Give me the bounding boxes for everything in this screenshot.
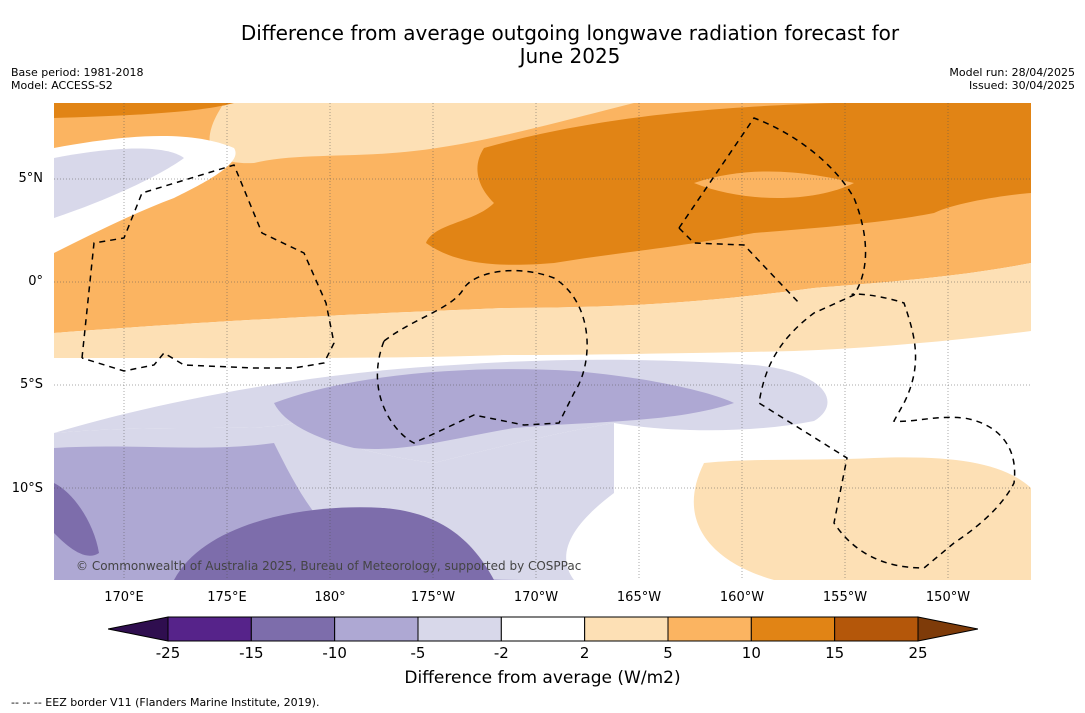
colorbar-tick-label: -5 — [410, 644, 426, 662]
band-neg5-neg10-south — [54, 443, 524, 580]
base-info: Base period: 1981-2018 Model: ACCESS-S2 — [11, 66, 143, 92]
run-info: Model run: 28/04/2025 Issued: 30/04/2025 — [949, 66, 1075, 92]
issued-date: Issued: 30/04/2025 — [968, 79, 1075, 92]
map-area[interactable] — [54, 103, 1031, 580]
band-2-5 — [54, 263, 1031, 359]
lat-label-0: 0° — [28, 274, 43, 289]
lat-label-5n: 5°N — [18, 171, 44, 186]
colorbar-min-arrow — [108, 616, 169, 642]
colorbar-segment — [417, 616, 502, 642]
band-10-15-west — [54, 103, 234, 118]
footnote: -- -- -- EEZ border V11 (Flanders Marine… — [11, 696, 320, 709]
band-neg10-neg15-west — [54, 483, 99, 556]
lon-label-180: 180° — [314, 590, 346, 605]
colorbar-segment — [250, 616, 336, 642]
model-run: Model run: 28/04/2025 — [949, 66, 1075, 79]
title-line-2: June 2025 — [519, 44, 621, 68]
colorbar-tick-label: -10 — [322, 644, 347, 662]
lon-label-175e: 175°E — [207, 590, 247, 605]
band-5-10-inner — [694, 171, 854, 198]
lon-label-175w: 175°W — [410, 590, 456, 605]
colorbar-segment — [167, 616, 252, 642]
colorbar-tick-label: 10 — [741, 644, 761, 662]
copyright-notice: © Commonwealth of Australia 2025, Bureau… — [76, 559, 582, 573]
colorbar-tick-label: 2 — [579, 644, 590, 662]
lat-label-5s: 5°S — [19, 377, 43, 392]
colorbar-segment — [334, 616, 419, 642]
anomaly-map — [54, 103, 1031, 580]
lon-label-155w: 155°W — [822, 590, 868, 605]
lon-label-160w: 160°W — [719, 590, 765, 605]
colorbar-title: Difference from average (W/m2) — [404, 668, 681, 688]
band-neg2-neg5-north — [54, 148, 184, 218]
colorbar-segment — [750, 616, 836, 642]
graticule — [54, 103, 1031, 580]
band-2-5-southeast — [693, 457, 1031, 580]
colorbar-segment — [500, 616, 586, 642]
colorbar — [108, 616, 978, 642]
colorbar-tick-label: -25 — [155, 644, 181, 662]
colorbar-segment — [584, 616, 669, 642]
map-title: Difference from average outgoing longwav… — [150, 22, 990, 68]
model-name: Model: ACCESS-S2 — [11, 79, 113, 92]
colorbar-tick-label: -15 — [239, 644, 264, 662]
band-neg10-neg15 — [174, 507, 494, 580]
colorbar-tick-label: -2 — [493, 644, 509, 662]
colorbar-segment — [834, 616, 919, 642]
colorbar-segments — [167, 616, 919, 642]
colorbar-segment — [667, 616, 752, 642]
band-neg5-neg10 — [274, 369, 734, 449]
lon-label-170w: 170°W — [513, 590, 559, 605]
lon-label-165w: 165°W — [616, 590, 662, 605]
colorbar-tick-label: 5 — [663, 644, 673, 662]
title-line-1: Difference from average outgoing longwav… — [240, 21, 900, 45]
colorbar-tick-label: 15 — [825, 644, 845, 662]
colorbar-max-arrow — [917, 616, 978, 642]
lon-label-150w: 150°W — [925, 590, 971, 605]
eez-borders — [81, 117, 1016, 569]
lon-label-170e: 170°E — [104, 590, 144, 605]
band-2-5-north — [209, 103, 635, 164]
colorbar-tick-label: 25 — [908, 644, 928, 662]
base-period: Base period: 1981-2018 — [11, 66, 144, 79]
lat-label-10s: 10°S — [11, 481, 43, 496]
